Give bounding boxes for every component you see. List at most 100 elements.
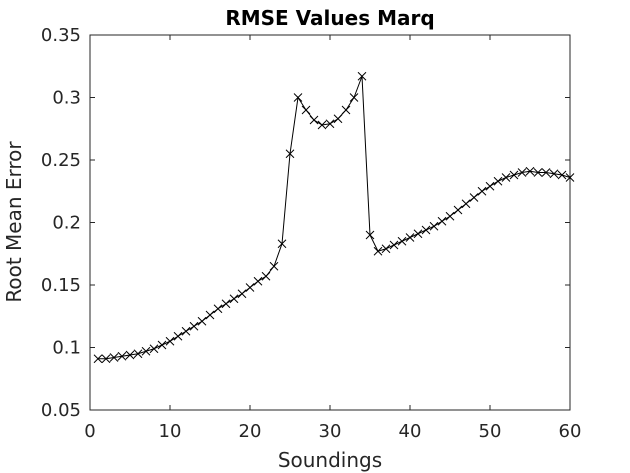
point-marker-stroke [397, 236, 407, 246]
data-point [397, 236, 407, 246]
point-marker-stroke [101, 354, 111, 364]
data-point [109, 353, 119, 362]
point-marker-stroke [541, 168, 551, 177]
point-marker-stroke [453, 205, 463, 215]
data-point [501, 173, 511, 182]
point-marker-stroke [549, 169, 559, 179]
point-marker-stroke [293, 93, 303, 102]
data-point [125, 350, 135, 360]
y-tick-label: 0.15 [41, 275, 81, 296]
point-marker-stroke [389, 240, 399, 250]
data-point [285, 149, 295, 159]
data-point [557, 170, 567, 180]
data-point [333, 114, 343, 124]
data-point [301, 105, 311, 115]
data-point [525, 166, 535, 176]
data-point [413, 229, 423, 239]
point-marker-stroke [365, 230, 375, 240]
point-marker-stroke [477, 186, 487, 196]
point-marker-stroke [493, 176, 503, 186]
point-marker-stroke [197, 316, 207, 326]
point-marker-stroke [525, 166, 535, 176]
data-point [325, 119, 335, 129]
point-marker-stroke [229, 294, 239, 304]
x-tick-label: 30 [319, 421, 342, 442]
y-tick-label: 0.2 [52, 213, 81, 234]
x-tick-label: 0 [84, 421, 95, 442]
data-point [197, 316, 207, 326]
point-marker-stroke [509, 170, 519, 180]
x-tick-label: 20 [239, 421, 262, 442]
point-marker-stroke [237, 289, 247, 299]
data-point [101, 354, 111, 364]
data-point [309, 115, 319, 125]
point-marker-stroke [469, 193, 479, 202]
point-marker-stroke [205, 310, 215, 320]
data-point [133, 349, 143, 359]
point-marker-stroke [165, 336, 175, 346]
y-axis-label: Root Mean Error [2, 141, 26, 303]
point-marker-stroke [141, 346, 151, 356]
data-point [117, 351, 127, 361]
data-point [141, 346, 151, 356]
data-point [293, 93, 303, 102]
point-marker-stroke [317, 120, 327, 130]
data-point [165, 336, 175, 346]
data-point [469, 193, 479, 202]
point-marker-stroke [357, 71, 367, 81]
point-marker-stroke [213, 304, 223, 314]
data-point [541, 168, 551, 177]
data-point [261, 271, 271, 281]
data-point [253, 276, 263, 286]
data-point [445, 211, 455, 221]
point-marker-stroke [253, 276, 263, 286]
y-axis: 0.05 0.1 0.15 0.2 0.25 0.3 0.35 [41, 25, 570, 421]
data-point [173, 331, 183, 341]
point-marker-stroke [341, 105, 351, 115]
point-marker-stroke [381, 244, 391, 254]
point-marker-stroke [261, 271, 271, 281]
point-marker-stroke [429, 221, 439, 231]
data-point [389, 240, 399, 250]
data-point [157, 340, 167, 350]
data-point [493, 176, 503, 186]
x-tick-label: 40 [399, 421, 422, 442]
data-point [453, 205, 463, 215]
point-marker-stroke [173, 331, 183, 341]
point-marker-stroke [189, 321, 199, 331]
point-marker-stroke [405, 233, 415, 242]
data-point [229, 294, 239, 304]
y-tick-label: 0.35 [41, 25, 81, 46]
data-point [237, 289, 247, 299]
y-tick-label: 0.05 [41, 400, 81, 421]
data-point [93, 354, 103, 364]
data-point [189, 321, 199, 331]
data-point [405, 233, 415, 242]
data-point [269, 261, 279, 271]
data-point [485, 181, 495, 191]
data-point [221, 299, 231, 309]
x-tick-label: 60 [559, 421, 582, 442]
point-marker-stroke [413, 229, 423, 239]
point-marker-stroke [269, 261, 279, 271]
point-marker-stroke [133, 349, 143, 359]
plot-area [89, 34, 571, 411]
point-marker-stroke [277, 239, 287, 249]
data-point [149, 344, 159, 354]
data-point [509, 170, 519, 180]
point-marker-stroke [557, 170, 567, 180]
data-point [181, 326, 191, 336]
data-point [565, 173, 575, 182]
point-marker-stroke [485, 181, 495, 191]
point-marker-stroke [181, 326, 191, 336]
point-marker-stroke [149, 344, 159, 354]
point-marker-stroke [533, 168, 543, 177]
series-layer [93, 71, 575, 364]
data-point [437, 216, 447, 226]
chart-title: RMSE Values Marq [225, 6, 434, 30]
data-point [277, 239, 287, 249]
data-point [373, 246, 383, 256]
x-tick-label: 50 [479, 421, 502, 442]
